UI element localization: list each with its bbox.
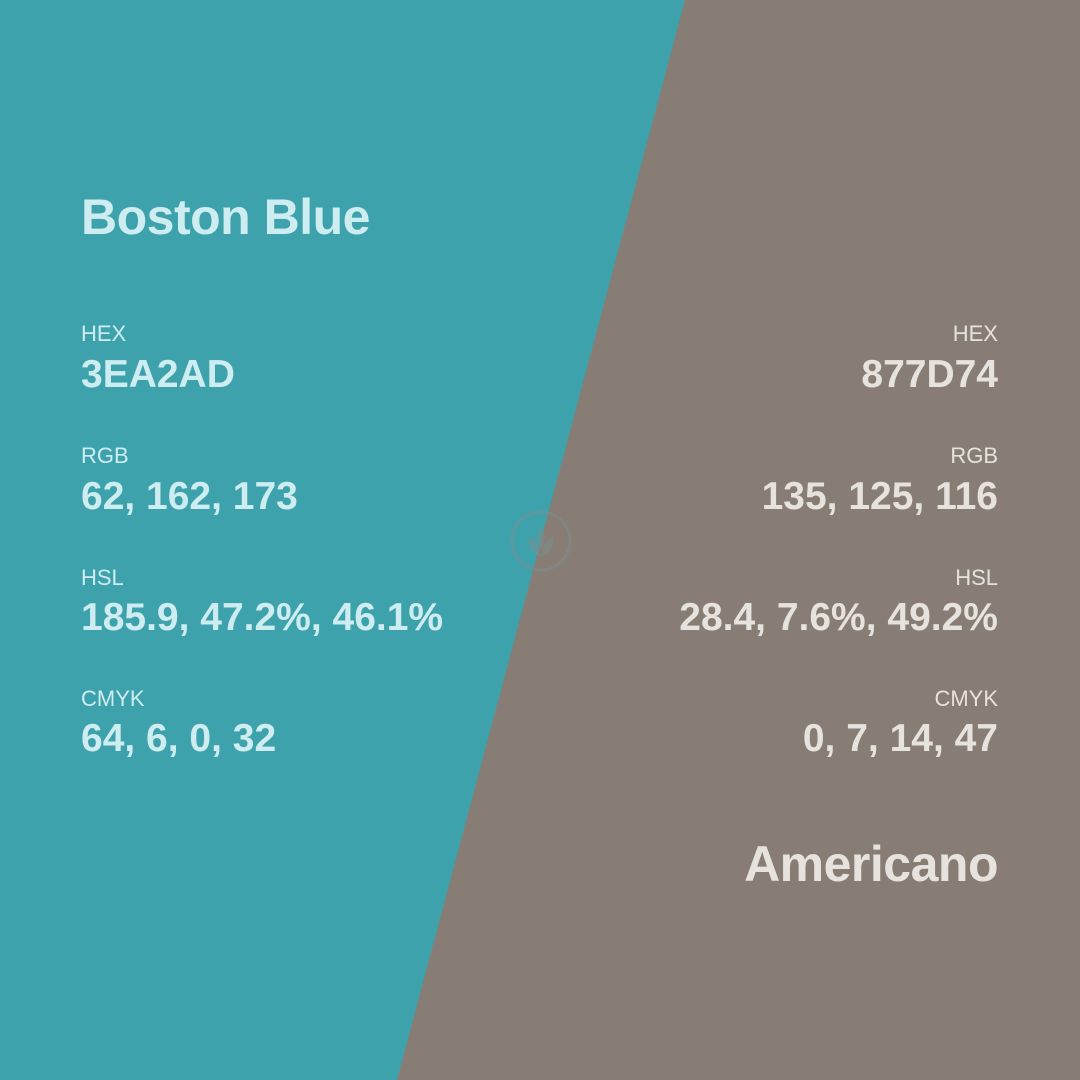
right-rgb-value: 135, 125, 116 [761, 475, 998, 518]
right-color-name: Americano [744, 836, 998, 892]
right-hsl-value: 28.4, 7.6%, 49.2% [679, 596, 998, 639]
left-cmyk-value: 64, 6, 0, 32 [81, 717, 277, 760]
left-hsl-value: 185.9, 47.2%, 46.1% [81, 596, 444, 639]
leaf-logo-icon [510, 510, 572, 572]
right-cmyk-label: CMYK [934, 686, 998, 711]
left-cmyk-label: CMYK [81, 686, 145, 711]
left-color-name: Boston Blue [81, 189, 370, 245]
left-rgb-value: 62, 162, 173 [81, 475, 298, 518]
left-hsl-label: HSL [81, 565, 124, 590]
right-hex-value: 877D74 [861, 353, 998, 396]
left-hex-value: 3EA2AD [81, 353, 235, 396]
right-hsl-label: HSL [955, 565, 998, 590]
right-rgb-label: RGB [950, 443, 998, 468]
right-hex-label: HEX [952, 321, 998, 346]
left-hex-label: HEX [81, 321, 127, 346]
right-cmyk-value: 0, 7, 14, 47 [802, 717, 998, 760]
left-rgb-label: RGB [81, 443, 129, 468]
